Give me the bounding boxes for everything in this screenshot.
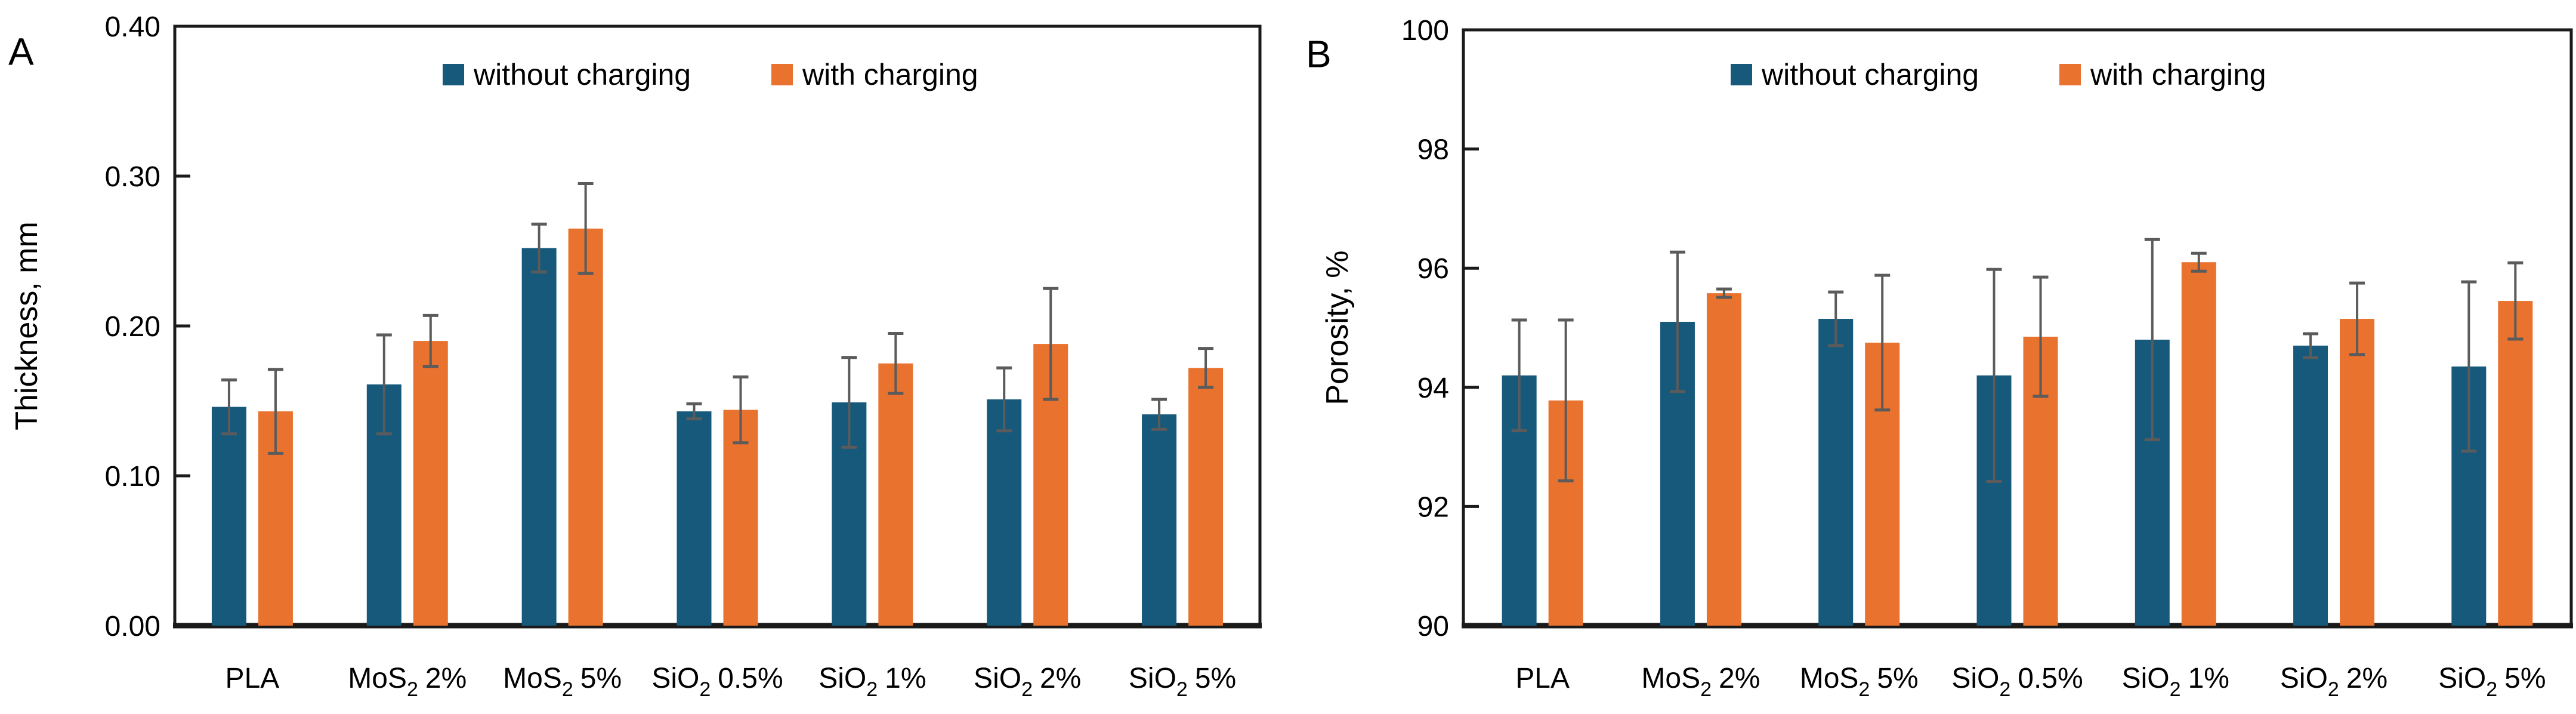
y-tick-label-90: 90 [1417,611,1449,642]
bar-without-charging-MoS2-5- [1818,319,1854,626]
y-tick-label-0.00: 0.00 [105,611,160,642]
category-label-MoS2-2-: MoS2 2% [348,663,467,701]
category-label-MoS2-5-: MoS2 5% [503,663,622,701]
legend-label-with-charging: with charging [2090,58,2266,91]
chart-panel-b: B 90 92 94 96 98 100 Porosity, % without chargin… [1288,0,2576,714]
bar-with-charging-SiO2-1- [878,363,913,626]
bar-with-charging-SiO2-2- [2340,319,2375,626]
chart-panel-a: A 0.00 0.10 0.20 0.30 0.40 Thickness, mm withou… [8,11,1262,701]
plot-frame [1462,28,2573,627]
y-tick-label-0.10: 0.10 [105,461,160,493]
panel-label-B: B [1306,32,1332,75]
legend-swatch-with-charging [2059,64,2081,85]
bar-with-charging-MoS2-5- [568,228,603,626]
y-tick-label-94: 94 [1417,373,1449,404]
bar-without-charging-SiO2-0.5- [677,411,712,626]
y-tick-label-92: 92 [1417,491,1449,523]
legend-label-without-charging: without charging [1761,58,1979,91]
bar-without-charging-PLA [211,407,246,626]
category-label-MoS2-2-: MoS2 2% [1641,663,1760,701]
category-label-SiO2-5-: SiO2 5% [2438,663,2546,701]
category-label-SiO2-1-: SiO2 1% [2122,663,2229,701]
category-label-SiO2-1-: SiO2 1% [818,663,926,701]
legend-label-with-charging: with charging [802,58,978,91]
bar-with-charging-MoS2-2- [413,341,448,626]
bar-without-charging-MoS2-5- [521,248,557,626]
y-axis-title: Thickness, mm [10,221,44,430]
category-label-SiO2-2-: SiO2 2% [974,663,1081,701]
legend-swatch-without-charging [443,64,464,85]
bar-without-charging-SiO2-2- [987,399,1022,626]
thickness-chart: A 0.00 0.10 0.20 0.30 0.40 Thickness, mm withou… [8,11,1262,701]
legend-swatch-with-charging [771,64,793,85]
legend-label-without-charging: without charging [473,58,691,91]
bar-with-charging-SiO2-5- [2498,301,2533,626]
plot-frame [173,24,1262,627]
category-label-SiO2-0.5-: SiO2 0.5% [651,663,783,701]
category-label-SiO2-2-: SiO2 2% [2280,663,2387,701]
bar-with-charging-SiO2-1- [2181,262,2216,626]
bar-with-charging-SiO2-0.5- [723,410,758,626]
category-label-PLA: PLA [226,663,280,694]
category-label-SiO2-5-: SiO2 5% [1129,663,1236,701]
bar-with-charging-MoS2-2- [1706,293,1741,626]
panel-label-A: A [8,30,34,73]
y-tick-label-96: 96 [1417,253,1449,285]
y-axis-title: Porosity, % [1320,250,1355,405]
bar-with-charging-SiO2-5- [1188,368,1224,626]
y-tick-label-0.40: 0.40 [105,11,160,43]
bar-without-charging-SiO2-2- [2293,345,2328,626]
y-tick-label-98: 98 [1417,134,1449,166]
y-tick-label-0.20: 0.20 [105,311,160,343]
legend-swatch-without-charging [1731,64,1752,85]
category-label-PLA: PLA [1515,663,1570,694]
category-label-SiO2-0.5-: SiO2 0.5% [1951,663,2083,701]
y-tick-label-0.30: 0.30 [105,161,160,193]
category-label-MoS2-5-: MoS2 5% [1800,663,1919,701]
porosity-chart: B 90 92 94 96 98 100 Porosity, % without chargin… [1306,15,2573,701]
y-tick-label-100: 100 [1401,15,1449,47]
bar-without-charging-SiO2-5- [1142,414,1177,626]
